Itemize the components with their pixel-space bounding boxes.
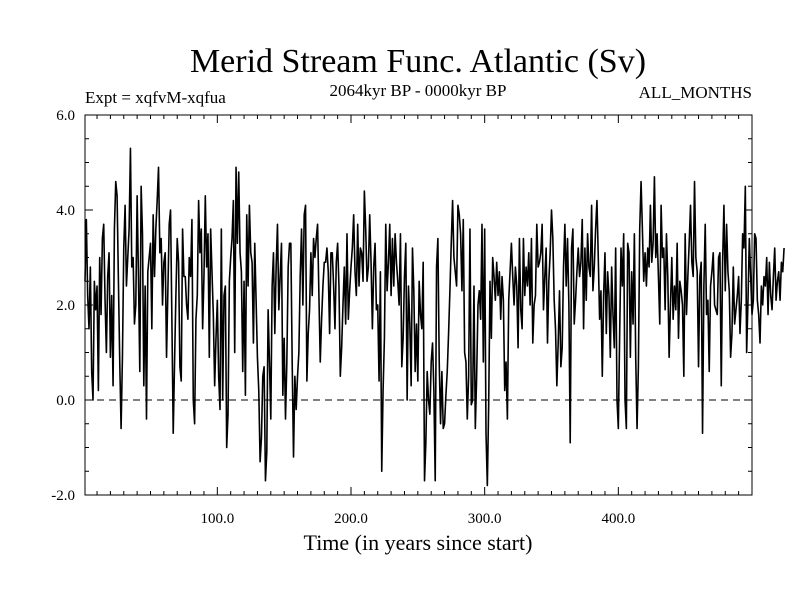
y-tick-label: 2.0 xyxy=(56,298,75,314)
series-line xyxy=(84,147,785,487)
y-tick-label: 0.0 xyxy=(56,393,75,409)
y-tick-label: 6.0 xyxy=(56,108,75,124)
y-tick-label: 4.0 xyxy=(56,203,75,219)
x-axis-label: Time (in years since start) xyxy=(304,530,533,555)
chart-title: Merid Stream Func. Atlantic (Sv) xyxy=(190,43,646,80)
x-tick-label: 400.0 xyxy=(601,511,635,527)
x-tick-label: 100.0 xyxy=(200,511,234,527)
chart-subtitle-period: 2064kyr BP - 0000kyr BP xyxy=(330,81,507,100)
x-tick-label: 300.0 xyxy=(468,511,502,527)
chart-subtitle-experiment: Expt = xqfvM-xqfua xyxy=(85,88,226,107)
x-tick-label: 200.0 xyxy=(334,511,368,527)
chart-subtitle-months: ALL_MONTHS xyxy=(639,83,752,102)
y-tick-label: -2.0 xyxy=(51,488,75,504)
